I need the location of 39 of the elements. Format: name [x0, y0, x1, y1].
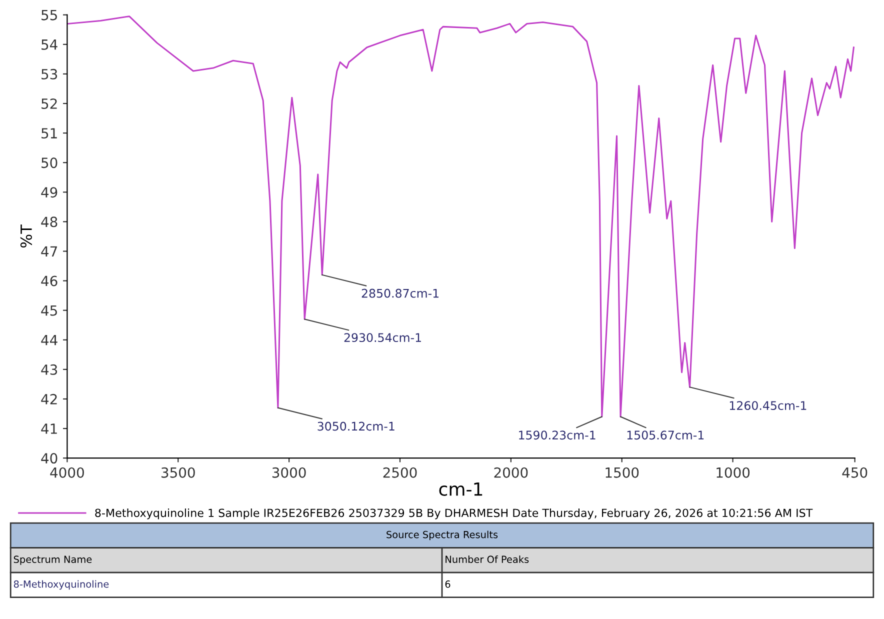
y-tick-label: 47	[41, 246, 57, 257]
annotation: 1260.45cm-1	[730, 401, 806, 410]
y-tick-label: 44	[41, 335, 58, 346]
text: 8-Methoxyquinoline 1 Sample IR25E26FEB26 25037329 5B By DHARMESH Date Thursday, February 26, 2026 at 10:21:56 AM IST	[95, 508, 813, 520]
y-tick-label: 45	[41, 305, 57, 316]
x-tick-label: 2500	[383, 467, 417, 478]
y-tick-label: 43	[41, 364, 58, 375]
text: Spectrum Name	[14, 556, 92, 565]
y-tick-label: 40	[41, 453, 58, 464]
text: 8-Methoxyquinoline	[14, 580, 109, 590]
y-tick-label: 54	[42, 40, 58, 50]
y-tick-label: 49	[41, 187, 58, 198]
annotation: 2930.54cm-1	[344, 333, 421, 342]
annotation: 2850.87cm-1	[362, 288, 438, 298]
y-tick-label: 48	[41, 216, 58, 228]
line-series	[68, 16, 854, 418]
text: 6	[445, 580, 450, 588]
annotation: 1505.67cm-1	[627, 430, 704, 440]
y-tick-label: 46	[41, 276, 58, 286]
source-note: Source Spectra Results	[386, 530, 498, 540]
x-axis-title: cm-1	[439, 482, 482, 496]
text: Number Of Peaks	[446, 555, 529, 564]
annotation: 1590.23cm-1	[519, 430, 596, 440]
y-axis-title: %T	[20, 224, 32, 248]
x-tick-label: 1000	[716, 467, 750, 478]
y-tick-label: 52	[42, 98, 57, 109]
y-tick-label: 51	[42, 128, 57, 139]
y-tick-label: 41	[41, 424, 57, 434]
x-tick-label: 3000	[272, 467, 306, 478]
x-tick-label: 3500	[162, 467, 195, 478]
x-tick-label: 450	[842, 467, 868, 478]
y-tick-label: 50	[42, 158, 58, 168]
x-tick-label: 1500	[606, 467, 639, 478]
x-tick-label: 2000	[494, 467, 528, 478]
annotation: 3050.12cm-1	[318, 422, 394, 431]
y-tick-label: 55	[42, 10, 57, 20]
y-tick-label: 42	[41, 394, 57, 404]
x-tick-label: 4000	[50, 467, 84, 478]
y-tick-label: 53	[42, 68, 58, 80]
